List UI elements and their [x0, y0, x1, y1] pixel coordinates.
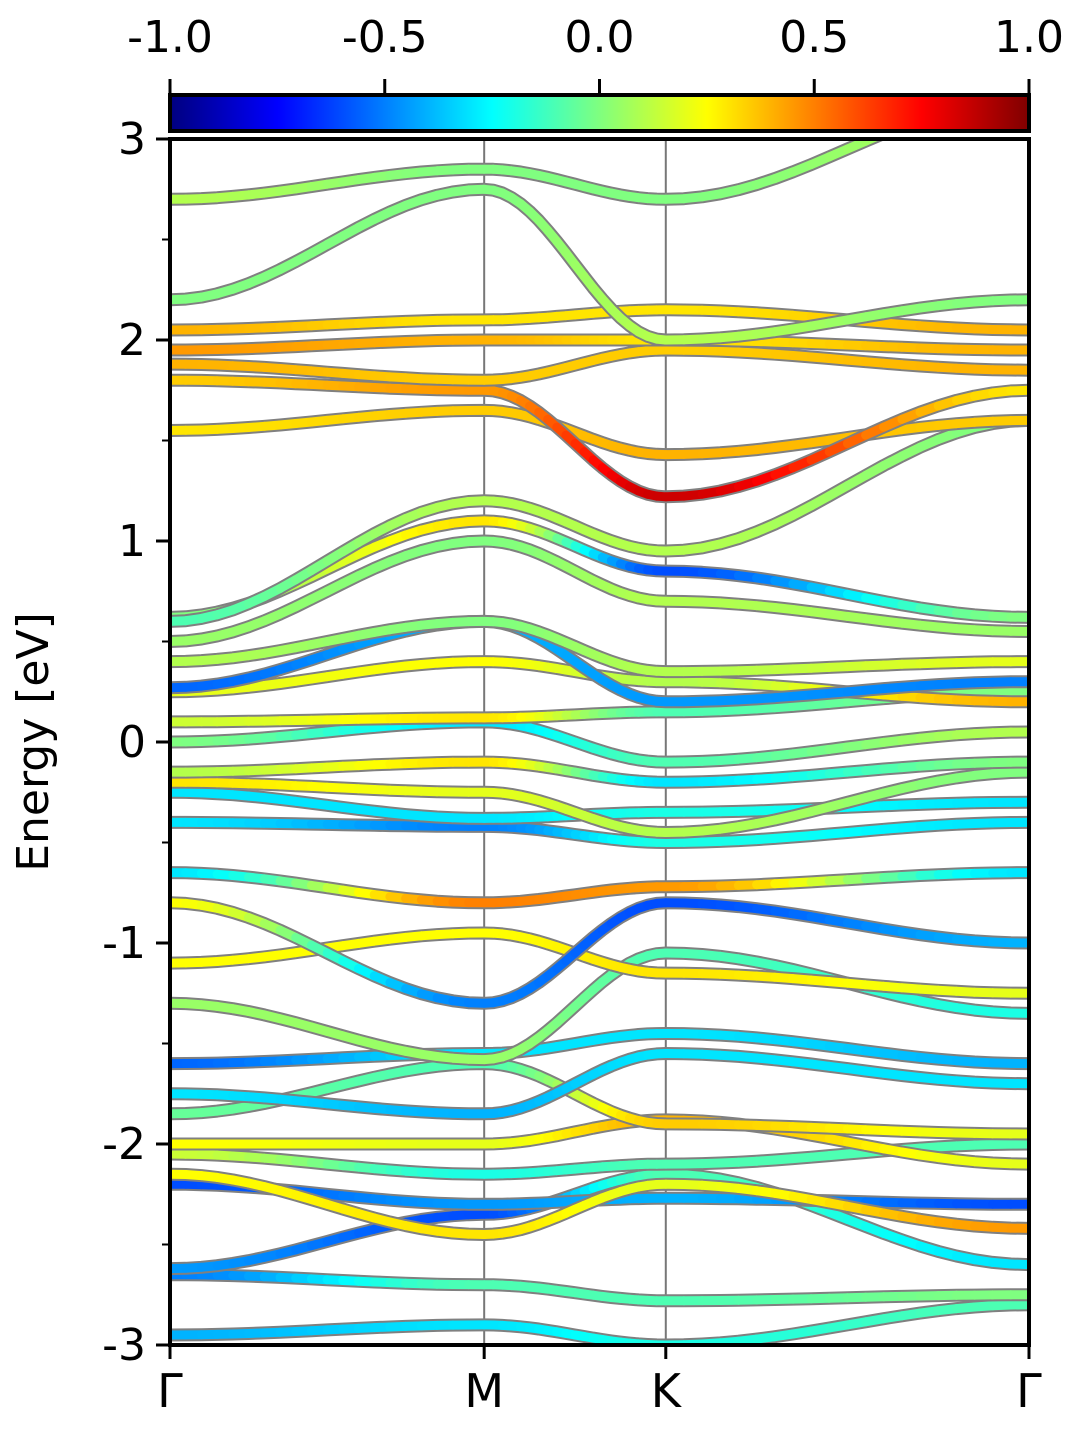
y-tick-label: 0 [118, 717, 146, 768]
band [170, 534, 1029, 648]
bands [170, 139, 1029, 1345]
y-tick-label: -3 [102, 1320, 146, 1371]
colorbar-bar [168, 93, 1031, 133]
band [170, 614, 1029, 679]
band [170, 139, 888, 206]
y-axis-label: Energy [eV] [8, 612, 59, 872]
band [170, 182, 1029, 347]
colorbar: -1.0 -0.5 0.0 0.5 1.0 [127, 12, 1064, 133]
k-point-label: Γ [157, 1364, 183, 1418]
band-segment [1006, 1259, 1029, 1270]
y-tick-label: -2 [102, 1119, 146, 1170]
colorbar-tick-label: 0.5 [779, 12, 849, 63]
band-outline [170, 413, 1029, 628]
k-point-label: Γ [1016, 1364, 1042, 1418]
k-point-label: M [464, 1364, 504, 1418]
band [170, 765, 1029, 839]
colorbar-tick-label: -1.0 [127, 12, 213, 63]
y-tick-label: 1 [118, 516, 146, 567]
band [170, 685, 1029, 729]
band [170, 333, 1029, 357]
band [170, 866, 1029, 910]
band [170, 715, 1029, 769]
band [170, 815, 1029, 849]
band [170, 1268, 1029, 1308]
k-point-label: K [651, 1364, 683, 1418]
band [170, 413, 1029, 628]
band [170, 755, 1029, 789]
band-segment [1006, 385, 1029, 396]
band [170, 1298, 1029, 1345]
colorbar-tick-label: 0.0 [565, 12, 635, 63]
band [170, 1167, 1029, 1241]
band [170, 1027, 1029, 1071]
y-tick-label: 3 [118, 114, 146, 165]
band [170, 343, 1029, 387]
band [170, 896, 1029, 1010]
band [170, 1047, 1029, 1121]
y-tick-label: 2 [118, 315, 146, 366]
y-tick-label: -1 [102, 918, 146, 969]
band [170, 373, 1029, 504]
y-axis-ticks: 3 2 1 0 -1 -2 -3 [102, 114, 170, 1371]
colorbar-ticks: -1.0 -0.5 0.0 0.5 1.0 [127, 12, 1064, 95]
colorbar-tick-label: -0.5 [342, 12, 428, 63]
colorbar-tick-label: 1.0 [994, 12, 1064, 63]
